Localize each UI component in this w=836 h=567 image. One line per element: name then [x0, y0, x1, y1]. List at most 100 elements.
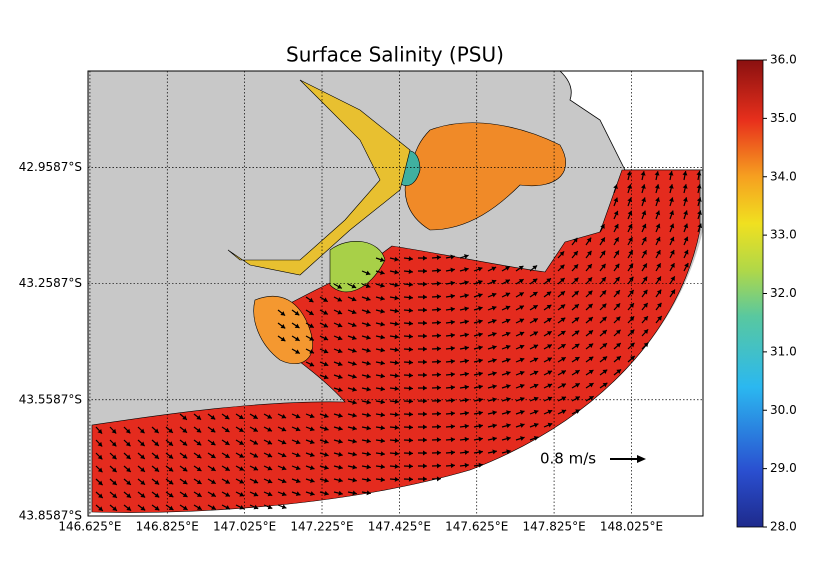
- vector-head: [366, 464, 371, 470]
- vector-head: [380, 373, 385, 379]
- vector-head: [560, 344, 566, 349]
- vector-head: [532, 265, 538, 270]
- vector-head: [239, 504, 245, 510]
- vector-head: [168, 467, 174, 472]
- vector-head: [492, 345, 497, 350]
- vector-head: [436, 359, 441, 365]
- vector-head: [337, 297, 343, 302]
- vector-head: [323, 348, 329, 354]
- vector-head: [196, 505, 202, 510]
- vector-head: [533, 357, 539, 363]
- vector-head: [491, 266, 497, 272]
- vector-head: [492, 384, 497, 390]
- vector-head: [408, 398, 413, 404]
- vector-head: [267, 414, 272, 419]
- vector-head: [546, 331, 552, 336]
- vector-head: [309, 452, 315, 458]
- vector-head: [140, 493, 146, 498]
- vector-head: [519, 357, 525, 363]
- vector-head: [154, 428, 159, 434]
- vector-head: [464, 449, 469, 455]
- vector-head: [670, 289, 675, 295]
- vector-head: [98, 493, 103, 499]
- vector-head: [380, 321, 385, 327]
- x-tick-label: 147.625°E: [445, 520, 508, 534]
- vector-head: [422, 463, 427, 469]
- vector-head: [600, 237, 605, 243]
- vector-head: [505, 331, 511, 337]
- vector-head: [546, 278, 552, 283]
- vector-head: [366, 451, 371, 457]
- vector-head: [436, 333, 441, 339]
- vector-head: [422, 281, 427, 287]
- vector-head: [182, 441, 188, 446]
- vector-head: [657, 302, 662, 308]
- vector-head: [323, 361, 329, 367]
- vector-head: [532, 278, 538, 284]
- vector-head: [408, 385, 413, 391]
- vector-head: [408, 269, 413, 275]
- vector-head: [323, 374, 329, 380]
- vector-head: [224, 440, 230, 445]
- colorbar-tick-label: 31.0: [770, 344, 797, 358]
- vector-head: [239, 453, 244, 458]
- vector-head: [450, 450, 455, 456]
- vector-head: [587, 303, 593, 309]
- vector-head: [684, 263, 689, 268]
- vector-head: [696, 197, 702, 202]
- vector-head: [450, 463, 455, 469]
- vector-head: [338, 490, 343, 496]
- vector-head: [422, 411, 427, 417]
- vector-head: [211, 492, 216, 497]
- vector-head: [491, 332, 497, 337]
- vector-head: [337, 361, 343, 367]
- vector-head: [125, 454, 131, 460]
- vector-head: [436, 437, 441, 443]
- vector-head: [253, 466, 259, 471]
- vector-head: [436, 476, 441, 482]
- vector-head: [97, 480, 103, 486]
- vector-head: [225, 492, 230, 497]
- vector-head: [588, 369, 594, 375]
- vector-head: [253, 453, 258, 458]
- vector-head: [309, 465, 315, 470]
- vector-head: [656, 263, 661, 268]
- vector-head: [436, 398, 441, 404]
- colorbar: [736, 59, 764, 528]
- vector-head: [641, 197, 646, 203]
- vector-head: [337, 374, 343, 380]
- x-tick-label: 146.625°E: [58, 520, 121, 534]
- vector-head: [394, 437, 399, 443]
- vector-head: [450, 280, 455, 286]
- vector-head: [408, 359, 413, 365]
- vector-head: [477, 293, 483, 298]
- vector-head: [267, 491, 273, 497]
- vector-head: [352, 464, 357, 470]
- vector-head: [505, 357, 511, 363]
- vector-head: [533, 435, 539, 441]
- vector-head: [697, 210, 702, 216]
- vector-head: [309, 478, 315, 483]
- vector-head: [196, 415, 202, 420]
- colorbar-tick-label: 28.0: [770, 520, 797, 534]
- vector-head: [492, 423, 497, 429]
- vector-head: [464, 280, 469, 286]
- vector-head: [182, 492, 188, 497]
- vector-head: [464, 332, 469, 338]
- vector-head: [125, 441, 131, 447]
- vector-head: [394, 450, 399, 456]
- vector-head: [450, 267, 455, 273]
- vector-head: [533, 370, 539, 376]
- vector-head: [210, 453, 216, 458]
- vector-head: [394, 463, 399, 469]
- vector-head: [616, 369, 622, 374]
- vector-head: [575, 383, 580, 388]
- colorbar-tick-label: 33.0: [770, 228, 797, 242]
- vector-head: [436, 255, 441, 261]
- vector-head: [477, 279, 483, 285]
- vector-head: [366, 477, 371, 483]
- vector-head: [366, 490, 371, 496]
- estuary: [329, 241, 386, 293]
- vector-head: [478, 345, 483, 351]
- vector-head: [394, 360, 399, 366]
